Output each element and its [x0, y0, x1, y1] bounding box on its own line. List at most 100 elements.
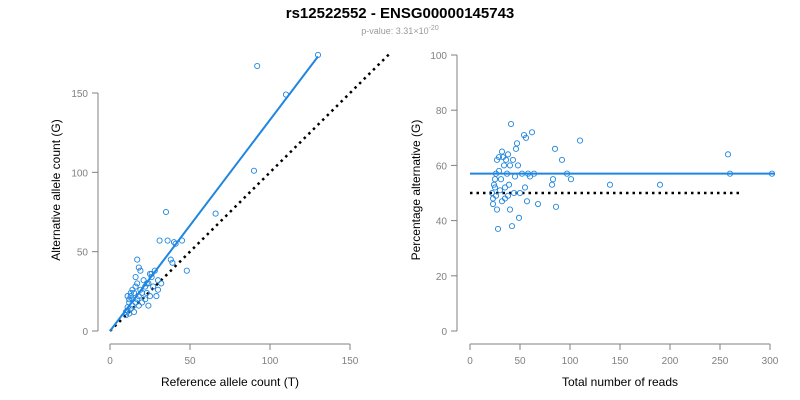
left-data-point: [250, 167, 258, 174]
left-y-tick-label: 0: [82, 327, 88, 338]
left-data-point: [150, 283, 157, 290]
right-x-tick-label: 100: [562, 356, 579, 367]
left-data-point: [146, 293, 154, 300]
right-data-point: [508, 223, 516, 230]
left-data-point: [154, 277, 162, 284]
left-data-point: [183, 267, 190, 274]
right-data-point: [528, 129, 536, 136]
right-y-tick-label: 0: [441, 327, 447, 338]
right-data-point: [514, 162, 522, 169]
right-data-point: [534, 200, 542, 208]
right-data-point: [501, 184, 509, 191]
left-data-point: [142, 296, 149, 303]
right-data-point: [512, 145, 520, 152]
right-data-point: [492, 192, 500, 199]
right-data-point: [656, 181, 664, 188]
left-data-point: [126, 296, 133, 303]
left-data-point: [130, 289, 138, 296]
right-data-point: [491, 176, 499, 183]
left-data-point: [132, 283, 139, 290]
left-data-point: [132, 274, 139, 281]
left-data-point: [129, 286, 136, 293]
right-x-tick-label: 50: [514, 356, 526, 367]
left-data-point: [164, 237, 171, 244]
left-data-point: [127, 289, 134, 296]
left-data-point: [254, 62, 261, 70]
left-data-point: [154, 286, 162, 293]
right-data-point: [516, 189, 524, 197]
right-data-point: [506, 206, 514, 213]
right-y-tick-label: 40: [436, 217, 448, 228]
right-data-point: [549, 176, 557, 183]
left-data-point: [158, 280, 165, 287]
left-data-point: [135, 264, 142, 271]
subtitle-exponent: -20: [428, 25, 439, 32]
right-data-point: [500, 162, 508, 169]
right-data-point: [506, 162, 514, 169]
left-x-tick-label: 100: [262, 356, 279, 367]
right-data-point: [724, 151, 732, 158]
right-data-point: [576, 137, 584, 144]
chart-subtitle: p-value: 3.31×10-20: [0, 25, 800, 36]
right-x-tick-label: 250: [712, 356, 729, 367]
right-data-point: [551, 145, 559, 152]
subtitle-prefix: p-value: 3.31×10: [361, 26, 429, 36]
left-data-point: [135, 302, 142, 309]
left-fit-line: [109, 55, 319, 332]
right-data-point: [513, 140, 521, 147]
right-y-tick-label: 80: [436, 106, 448, 117]
right-data-point: [498, 148, 506, 155]
left-x-tick-label: 50: [184, 356, 196, 367]
right-data-point: [505, 181, 513, 188]
left-data-point: [137, 267, 144, 274]
right-data-point: [488, 189, 496, 197]
right-y-tick-label: 20: [436, 272, 448, 283]
left-data-point: [162, 208, 170, 216]
right-x-axis-label: Total number of reads: [562, 375, 678, 389]
right-data-point: [489, 200, 497, 208]
left-x-tick-label: 0: [107, 356, 113, 367]
right-data-point: [606, 181, 614, 188]
right-y-tick-label: 100: [430, 51, 447, 62]
right-data-point: [504, 192, 512, 199]
right-data-point: [523, 198, 531, 205]
left-y-tick-label: 150: [71, 89, 88, 100]
left-y-axis-label: Alternative allele count (G): [49, 119, 63, 260]
right-data-point: [497, 176, 505, 183]
right-data-point: [552, 203, 560, 210]
right-x-tick-label: 150: [612, 356, 629, 367]
right-data-point: [490, 181, 498, 188]
right-data-point: [504, 151, 512, 158]
left-data-point: [134, 256, 141, 263]
left-data-point: [140, 277, 147, 284]
chart-title: rs12522552 - ENSG00000145743: [285, 5, 515, 22]
right-data-point: [548, 181, 556, 188]
right-x-tick-label: 200: [662, 356, 679, 367]
right-data-point: [496, 187, 504, 194]
right-data-point: [509, 156, 517, 163]
left-data-point: [145, 302, 152, 309]
right-data-point: [521, 184, 529, 191]
left-data-point: [134, 280, 141, 287]
left-data-point: [156, 237, 163, 244]
left-data-point: [167, 256, 174, 263]
left-data-point: [130, 308, 138, 316]
left-reference-line: [109, 52, 391, 332]
right-data-point: [515, 214, 523, 221]
left-data-point: [127, 305, 134, 312]
left-data-point: [124, 293, 131, 300]
right-data-point: [495, 154, 503, 161]
left-x-tick-label: 150: [342, 356, 359, 367]
left-y-tick-label: 100: [71, 168, 88, 179]
left-x-axis-label: Reference allele count (T): [161, 375, 299, 389]
left-data-point: [138, 299, 146, 306]
left-data-point: [143, 289, 150, 296]
right-x-tick-label: 0: [467, 356, 473, 367]
right-data-point: [494, 225, 502, 232]
right-y-axis-label: Percentage alternative (G): [409, 120, 423, 261]
left-data-point: [132, 299, 139, 306]
left-data-point: [169, 259, 176, 266]
right-data-point: [522, 134, 530, 141]
left-data-point: [172, 240, 179, 247]
